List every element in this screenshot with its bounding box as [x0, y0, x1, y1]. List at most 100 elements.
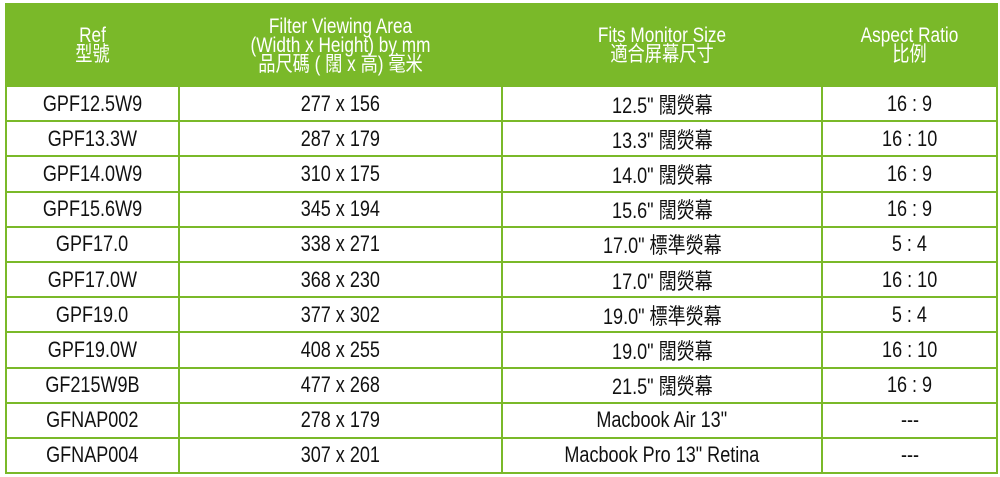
cell-text: 477 x 268	[300, 372, 381, 398]
cell-aspect-ratio: 16 : 9	[821, 190, 998, 228]
cell-text: 278 x 179	[300, 407, 381, 433]
cell-aspect-ratio: 16 : 10	[821, 331, 998, 369]
table-row: GPF19.0W 408 x 255 19.0" 闊熒幕 16 : 10	[5, 331, 998, 369]
cell-aspect-ratio: 16 : 9	[821, 155, 998, 193]
cell-text: ---	[900, 442, 919, 468]
cell-aspect-ratio: 16 : 9	[821, 366, 998, 404]
cell-text: 17.0" 闊熒幕	[611, 268, 713, 294]
cell-text: 16 : 10	[881, 266, 938, 292]
table-row: GPF17.0W 368 x 230 17.0" 闊熒幕 16 : 10	[5, 260, 998, 299]
header-size-en: Fits Monitor Size	[597, 24, 727, 47]
cell-viewing-area: 307 x 201	[178, 436, 503, 475]
cell-ref: GPF19.0W	[5, 331, 180, 369]
cell-text: GPF17.0W	[47, 266, 138, 292]
header-monitor-size: Fits Monitor Size 適合屏幕尺寸	[501, 3, 823, 87]
cell-ref: GPF15.6W9	[5, 190, 180, 228]
cell-monitor-size: 17.0" 標準熒幕	[501, 225, 823, 263]
cell-text: GPF17.0	[56, 231, 129, 257]
table-row: GFNAP002 278 x 179 Macbook Air 13" ---	[5, 401, 998, 439]
cell-text: 12.5" 闊熒幕	[611, 92, 713, 118]
cell-text: 307 x 201	[300, 442, 381, 468]
cell-text: 16 : 10	[881, 336, 938, 362]
header-size-zh: 適合屏幕尺寸	[610, 43, 714, 66]
table-row: GPF19.0 377 x 302 19.0" 標準熒幕 5 : 4	[5, 296, 998, 334]
cell-text: 5 : 4	[891, 301, 928, 327]
cell-text: ---	[900, 407, 919, 433]
cell-ref: GPF19.0	[5, 296, 180, 334]
cell-text: 17.0" 標準熒幕	[602, 233, 722, 259]
cell-text: 345 x 194	[300, 196, 381, 222]
cell-monitor-size: 19.0" 標準熒幕	[501, 296, 823, 334]
cell-monitor-size: 15.6" 闊熒幕	[501, 190, 823, 228]
header-viewing-area: Filter Viewing Area (Width x Height) by m…	[178, 3, 503, 87]
cell-monitor-size: Macbook Air 13"	[501, 401, 823, 439]
cell-text: 277 x 156	[300, 90, 381, 116]
cell-text: GPF12.5W9	[42, 90, 143, 116]
cell-ref: GFNAP002	[5, 401, 180, 439]
cell-aspect-ratio: 16 : 10	[821, 120, 998, 158]
cell-text: 16 : 10	[881, 125, 938, 151]
cell-viewing-area: 477 x 268	[178, 366, 503, 404]
cell-monitor-size: 17.0" 闊熒幕	[501, 260, 823, 299]
table-row: GPF15.6W9 345 x 194 15.6" 闊熒幕 16 : 9	[5, 190, 998, 228]
cell-text: 13.3" 闊熒幕	[611, 127, 713, 153]
cell-monitor-size: 12.5" 闊熒幕	[501, 84, 823, 123]
table-row: GPF14.0W9 310 x 175 14.0" 闊熒幕 16 : 9	[5, 155, 998, 193]
header-ratio-en: Aspect Ratio	[860, 24, 959, 47]
cell-aspect-ratio: ---	[821, 436, 998, 475]
cell-text: GPF13.3W	[47, 125, 138, 151]
cell-ref: GPF12.5W9	[5, 84, 180, 123]
cell-viewing-area: 338 x 271	[178, 225, 503, 263]
cell-viewing-area: 368 x 230	[178, 260, 503, 299]
cell-viewing-area: 408 x 255	[178, 331, 503, 369]
header-ref: Ref 型號	[5, 3, 180, 87]
cell-text: 310 x 175	[300, 160, 381, 186]
table-row: GFNAP004 307 x 201 Macbook Pro 13" Retina -…	[5, 436, 998, 475]
cell-ref: GPF13.3W	[5, 120, 180, 158]
header-area-zh: 品尺碼 ( 闊 x 高) 毫米	[258, 52, 423, 76]
cell-text: Macbook Pro 13" Retina	[564, 442, 760, 468]
cell-text: GFNAP004	[46, 442, 139, 468]
cell-text: GPF19.0	[56, 301, 129, 327]
cell-text: 14.0" 闊熒幕	[611, 162, 713, 188]
table-row: GPF13.3W 287 x 179 13.3" 闊熒幕 16 : 10	[5, 120, 998, 158]
cell-ref: GPF17.0	[5, 225, 180, 263]
cell-text: 19.0" 闊熒幕	[611, 338, 713, 364]
cell-monitor-size: 19.0" 闊熒幕	[501, 331, 823, 369]
cell-text: 377 x 302	[300, 301, 381, 327]
table-row: GF215W9B 477 x 268 21.5" 闊熒幕 16 : 9	[5, 366, 998, 404]
table-row: GPF12.5W9 277 x 156 12.5" 闊熒幕 16 : 9	[5, 84, 998, 123]
cell-monitor-size: Macbook Pro 13" Retina	[501, 436, 823, 475]
cell-text: 16 : 9	[886, 372, 933, 398]
header-ref-zh: 型號	[75, 43, 110, 66]
cell-viewing-area: 278 x 179	[178, 401, 503, 439]
cell-ref: GPF14.0W9	[5, 155, 180, 193]
cell-aspect-ratio: 5 : 4	[821, 225, 998, 263]
cell-viewing-area: 377 x 302	[178, 296, 503, 334]
cell-text: GFNAP002	[46, 407, 139, 433]
header-ref-en: Ref	[79, 24, 106, 47]
header-aspect-ratio: Aspect Ratio 比例	[821, 3, 998, 87]
cell-monitor-size: 14.0" 闊熒幕	[501, 155, 823, 193]
cell-viewing-area: 345 x 194	[178, 190, 503, 228]
cell-text: 5 : 4	[891, 231, 928, 257]
cell-viewing-area: 277 x 156	[178, 84, 503, 123]
cell-aspect-ratio: ---	[821, 401, 998, 439]
filter-size-table: Ref 型號 Filter Viewing Area (Width x Height…	[5, 3, 998, 475]
header-row: Ref 型號 Filter Viewing Area (Width x Height…	[5, 3, 998, 87]
cell-ref: GPF17.0W	[5, 260, 180, 299]
header-area-en2: (Width x Height) by mm	[250, 33, 431, 57]
cell-monitor-size: 21.5" 闊熒幕	[501, 366, 823, 404]
header-area-en: Filter Viewing Area	[268, 14, 413, 38]
cell-text: GPF19.0W	[47, 336, 138, 362]
cell-ref: GF215W9B	[5, 366, 180, 404]
cell-text: 16 : 9	[886, 90, 933, 116]
cell-text: 338 x 271	[300, 231, 381, 257]
cell-text: 16 : 9	[886, 160, 933, 186]
cell-text: 287 x 179	[300, 125, 381, 151]
cell-text: Macbook Air 13"	[596, 407, 728, 433]
cell-monitor-size: 13.3" 闊熒幕	[501, 120, 823, 158]
cell-text: 15.6" 闊熒幕	[611, 198, 713, 224]
cell-text: 19.0" 標準熒幕	[602, 303, 722, 329]
cell-text: 21.5" 闊熒幕	[611, 374, 713, 400]
